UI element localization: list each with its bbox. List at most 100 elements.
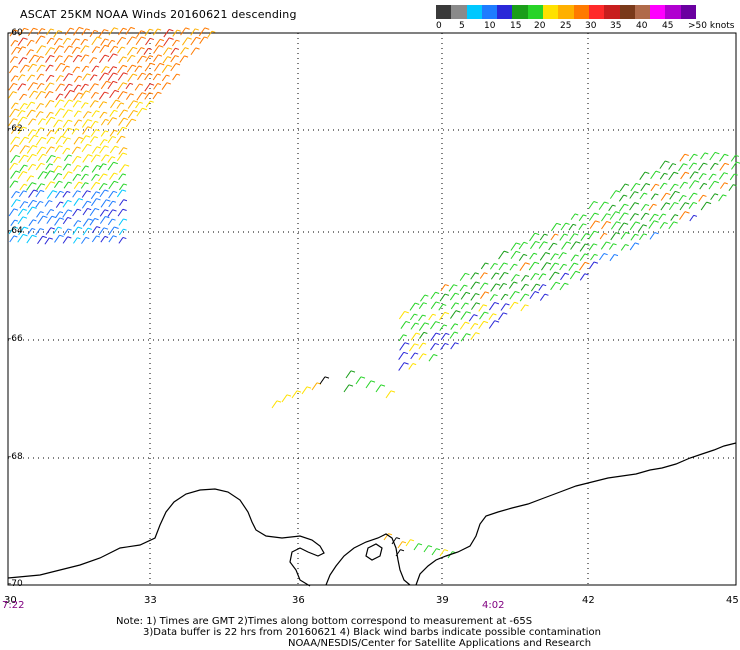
- wind-barb: [10, 102, 19, 109]
- wind-barb: [90, 181, 100, 190]
- wind-barb: [579, 261, 590, 271]
- wind-barb: [19, 201, 29, 209]
- wind-barb: [27, 82, 38, 91]
- wind-barb: [498, 282, 508, 290]
- wind-barb: [678, 163, 688, 172]
- wind-barb: [36, 64, 46, 73]
- wind-barb: [54, 180, 63, 188]
- wind-barb: [271, 400, 282, 409]
- wind-barb: [470, 332, 480, 340]
- wind-barb: [649, 232, 659, 240]
- wind-barb: [72, 66, 81, 73]
- wind-barb: [36, 146, 47, 155]
- wind-barb: [91, 46, 101, 54]
- wind-barb: [80, 102, 89, 109]
- wind-barb: [560, 222, 570, 231]
- wind-barb: [62, 147, 71, 155]
- graticule: [8, 33, 736, 585]
- scale-swatch: [650, 5, 666, 19]
- wind-barb: [118, 109, 128, 118]
- wind-barb: [608, 243, 617, 250]
- wind-barb: [450, 342, 459, 350]
- wind-barb: [26, 49, 34, 56]
- wind-barb: [488, 313, 497, 320]
- wind-barb: [135, 36, 146, 46]
- wind-barb: [639, 192, 648, 200]
- wind-barb: [170, 47, 180, 55]
- wind-barb: [470, 293, 480, 301]
- wind-barb: [71, 38, 80, 46]
- wind-barb: [568, 262, 579, 271]
- wind-barb: [700, 152, 709, 160]
- wind-barb: [479, 272, 488, 279]
- wind-barb: [153, 54, 163, 62]
- wind-barb: [63, 55, 73, 63]
- wind-barb: [91, 173, 100, 181]
- lat-label-60: -60: [8, 28, 23, 38]
- wind-barb: [498, 262, 508, 271]
- wind-barb: [668, 221, 678, 230]
- wind-barb: [62, 171, 73, 180]
- wind-barb: [45, 111, 54, 119]
- wind-barb: [418, 353, 427, 360]
- wind-barb: [117, 46, 126, 54]
- wind-barb: [91, 36, 102, 46]
- wind-barb: [144, 83, 155, 92]
- wind-barb: [509, 290, 520, 300]
- wind-barb: [490, 272, 500, 280]
- wind-barb: [439, 549, 449, 557]
- wind-barb: [54, 127, 63, 135]
- wind-barb: [588, 243, 598, 251]
- wind-barb: [17, 116, 28, 125]
- wind-barb: [639, 233, 648, 241]
- wind-barb: [10, 170, 21, 179]
- wind-barb: [107, 156, 116, 163]
- wind-barb: [45, 74, 55, 82]
- scale-swatch: [604, 5, 620, 19]
- wind-barb: [608, 204, 616, 212]
- wind-barb: [410, 352, 419, 360]
- wind-barb: [62, 127, 73, 137]
- wind-barb: [90, 129, 100, 137]
- wind-barb: [99, 54, 110, 64]
- wind-barb: [18, 27, 29, 37]
- wind-barb: [73, 237, 81, 244]
- wind-barb: [539, 252, 551, 261]
- wind-barb: [418, 302, 427, 309]
- wind-barb: [678, 194, 687, 202]
- wind-barb: [530, 283, 541, 292]
- wind-barb: [26, 182, 37, 191]
- wind-barb: [26, 39, 35, 47]
- wind-barb: [62, 109, 73, 118]
- wind-barb: [618, 222, 629, 231]
- wind-barb: [44, 237, 53, 245]
- wind-barb: [100, 235, 109, 243]
- wind-barb: [28, 189, 39, 198]
- wind-barb: [54, 99, 65, 108]
- wind-barb: [162, 47, 173, 56]
- wind-barb: [418, 314, 426, 322]
- wind-barb: [100, 38, 109, 46]
- wind-barb: [91, 110, 100, 118]
- wind-barb: [53, 45, 64, 54]
- wind-barb: [62, 209, 73, 218]
- coastline-inlet: [365, 543, 383, 561]
- wind-barb: [10, 154, 21, 164]
- note-line-2: 3)Data buffer is 22 hrs from 20160621 4)…: [143, 627, 601, 638]
- wind-barb: [55, 83, 65, 92]
- wind-barb: [629, 191, 639, 199]
- wind-barb: [520, 283, 529, 291]
- lon-label-39: 39: [436, 595, 449, 606]
- wind-barb: [689, 214, 698, 222]
- wind-barb: [80, 45, 90, 53]
- wind-barb: [500, 303, 510, 311]
- wind-barb: [430, 291, 440, 300]
- wind-barb: [550, 253, 559, 261]
- wind-barb: [109, 145, 119, 154]
- wind-barb: [9, 180, 19, 188]
- wind-barb: [19, 93, 28, 101]
- wind-barb: [36, 73, 45, 81]
- wind-barb: [518, 241, 528, 250]
- wind-barb: [658, 213, 667, 221]
- wind-barb: [145, 55, 154, 62]
